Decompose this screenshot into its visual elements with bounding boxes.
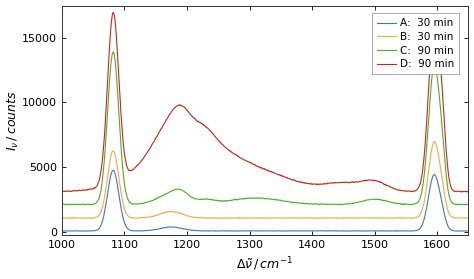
B:  30 min: (1.64e+03, 1.06e+03): 30 min: (1.64e+03, 1.06e+03) bbox=[458, 216, 464, 220]
C:  90 min: (1.64e+03, 2.1e+03): 90 min: (1.64e+03, 2.1e+03) bbox=[458, 203, 464, 206]
D:  90 min: (1.57e+03, 3.22e+03): 90 min: (1.57e+03, 3.22e+03) bbox=[414, 188, 419, 192]
X-axis label: $\Delta\tilde{\nu}\,/\,cm^{-1}$: $\Delta\tilde{\nu}\,/\,cm^{-1}$ bbox=[237, 256, 294, 273]
A:  30 min: (1.64e+03, 42.7): 30 min: (1.64e+03, 42.7) bbox=[458, 229, 464, 233]
C:  90 min: (1.28e+03, 2.48e+03): 90 min: (1.28e+03, 2.48e+03) bbox=[233, 198, 238, 201]
B:  30 min: (1.07e+03, 4.68e+03): 30 min: (1.07e+03, 4.68e+03) bbox=[106, 169, 111, 173]
Line: A:  30 min: A: 30 min bbox=[62, 170, 468, 231]
D:  90 min: (1.28e+03, 5.97e+03): 90 min: (1.28e+03, 5.97e+03) bbox=[233, 153, 238, 156]
A:  30 min: (1.28e+03, 41.3): 30 min: (1.28e+03, 41.3) bbox=[233, 229, 238, 233]
C:  90 min: (1.08e+03, 1.39e+04): 90 min: (1.08e+03, 1.39e+04) bbox=[111, 50, 117, 54]
B:  30 min: (1e+03, 1.06e+03): 30 min: (1e+03, 1.06e+03) bbox=[59, 216, 65, 220]
B:  30 min: (1.6e+03, 6.97e+03): 30 min: (1.6e+03, 6.97e+03) bbox=[431, 140, 437, 143]
D:  90 min: (1e+03, 3.08e+03): 90 min: (1e+03, 3.08e+03) bbox=[59, 190, 65, 193]
D:  90 min: (1.64e+03, 3.08e+03): 90 min: (1.64e+03, 3.08e+03) bbox=[458, 190, 464, 193]
C:  90 min: (1.57e+03, 2.2e+03): 90 min: (1.57e+03, 2.2e+03) bbox=[414, 201, 419, 205]
A:  30 min: (1e+03, 37): 30 min: (1e+03, 37) bbox=[59, 229, 65, 233]
C:  90 min: (1.07e+03, 1.01e+04): 90 min: (1.07e+03, 1.01e+04) bbox=[105, 99, 111, 102]
Y-axis label: $I_{\nu}\,/\,counts$: $I_{\nu}\,/\,counts$ bbox=[6, 90, 21, 151]
D:  90 min: (1.25e+03, 7.11e+03): 90 min: (1.25e+03, 7.11e+03) bbox=[215, 138, 221, 141]
A:  30 min: (1.57e+03, 98.6): 30 min: (1.57e+03, 98.6) bbox=[414, 229, 420, 232]
Line: C:  90 min: C: 90 min bbox=[62, 52, 468, 205]
D:  90 min: (1.65e+03, 3.07e+03): 90 min: (1.65e+03, 3.07e+03) bbox=[465, 190, 471, 194]
C:  90 min: (1.65e+03, 2.1e+03): 90 min: (1.65e+03, 2.1e+03) bbox=[465, 203, 471, 206]
A:  30 min: (1.25e+03, 33.4): 30 min: (1.25e+03, 33.4) bbox=[215, 229, 221, 233]
C:  90 min: (1.25e+03, 2.4e+03): 90 min: (1.25e+03, 2.4e+03) bbox=[215, 199, 221, 202]
D:  90 min: (1.64e+03, 3.07e+03): 90 min: (1.64e+03, 3.07e+03) bbox=[459, 190, 465, 194]
D:  90 min: (1.07e+03, 1.26e+04): 90 min: (1.07e+03, 1.26e+04) bbox=[105, 67, 111, 71]
Legend: A:  30 min, B:  30 min, C:  90 min, D:  90 min: A: 30 min, B: 30 min, C: 90 min, D: 90 m… bbox=[372, 13, 459, 74]
C:  90 min: (1e+03, 2.13e+03): 90 min: (1e+03, 2.13e+03) bbox=[59, 203, 65, 206]
B:  30 min: (1.02e+03, 1.01e+03): 30 min: (1.02e+03, 1.01e+03) bbox=[71, 217, 76, 220]
B:  30 min: (1.25e+03, 1.04e+03): 30 min: (1.25e+03, 1.04e+03) bbox=[215, 217, 221, 220]
A:  30 min: (1.65e+03, 52.5): 30 min: (1.65e+03, 52.5) bbox=[465, 229, 471, 233]
C:  90 min: (1.64e+03, 2.06e+03): 90 min: (1.64e+03, 2.06e+03) bbox=[461, 203, 467, 207]
D:  90 min: (1.11e+03, 4.76e+03): 90 min: (1.11e+03, 4.76e+03) bbox=[130, 168, 136, 172]
A:  30 min: (1.11e+03, 59.9): 30 min: (1.11e+03, 59.9) bbox=[130, 229, 136, 232]
A:  30 min: (1.04e+03, 27.8): 30 min: (1.04e+03, 27.8) bbox=[82, 230, 88, 233]
B:  30 min: (1.11e+03, 1.06e+03): 30 min: (1.11e+03, 1.06e+03) bbox=[130, 216, 136, 220]
A:  30 min: (1.08e+03, 4.75e+03): 30 min: (1.08e+03, 4.75e+03) bbox=[110, 169, 116, 172]
Line: B:  30 min: B: 30 min bbox=[62, 141, 468, 218]
A:  30 min: (1.07e+03, 3.32e+03): 30 min: (1.07e+03, 3.32e+03) bbox=[106, 187, 111, 190]
C:  90 min: (1.11e+03, 2.12e+03): 90 min: (1.11e+03, 2.12e+03) bbox=[130, 203, 136, 206]
B:  30 min: (1.57e+03, 1.11e+03): 30 min: (1.57e+03, 1.11e+03) bbox=[414, 216, 419, 219]
B:  30 min: (1.65e+03, 1.05e+03): 30 min: (1.65e+03, 1.05e+03) bbox=[465, 216, 471, 220]
B:  30 min: (1.28e+03, 1.04e+03): 30 min: (1.28e+03, 1.04e+03) bbox=[233, 217, 238, 220]
D:  90 min: (1.08e+03, 1.7e+04): 90 min: (1.08e+03, 1.7e+04) bbox=[110, 11, 116, 14]
Line: D:  90 min: D: 90 min bbox=[62, 13, 468, 192]
